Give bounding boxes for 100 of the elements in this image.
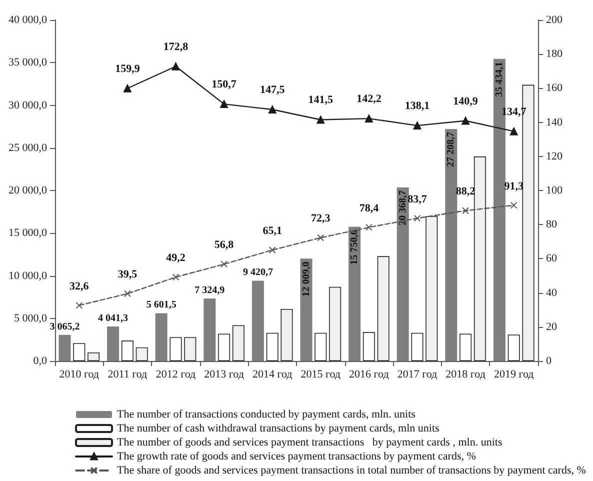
x-tick-label: 2019 год — [494, 368, 534, 380]
bar — [155, 313, 168, 361]
point — [123, 84, 132, 92]
x-tick-label: 2016 год — [349, 368, 390, 380]
x-tick-label: 2010 год — [59, 368, 100, 380]
data-label: 140,9 — [453, 95, 478, 108]
bar — [121, 340, 134, 361]
y-tick-label: 5 000,0 — [14, 312, 48, 324]
point — [172, 274, 180, 281]
point — [316, 116, 325, 124]
legend-label: The number of transactions conducted by payment cards, mln. units — [117, 408, 416, 420]
bar — [348, 226, 361, 361]
bar — [58, 334, 71, 361]
legend-label: The growth rate of goods and services payment transactions by payment cards, % — [117, 450, 476, 462]
point — [76, 302, 83, 309]
bar — [426, 216, 438, 361]
data-label: 147,5 — [260, 84, 286, 96]
y2-tick-label: 180 — [546, 48, 563, 60]
data-label: 56,8 — [214, 239, 234, 252]
data-label: 65,1 — [262, 225, 282, 238]
data-label: 72,3 — [311, 212, 331, 225]
bar — [362, 332, 375, 361]
y2-tick-label: 140 — [546, 116, 563, 128]
bar — [396, 187, 409, 361]
x-tick-label: 2017 год — [397, 368, 438, 380]
y-tick-label: 15 000,0 — [8, 227, 48, 240]
y-tick-label: 0,0 — [33, 355, 48, 367]
legend-label: The number of goods and services payment transactions by payment cards , mln. units — [117, 436, 502, 448]
bar — [280, 309, 293, 361]
point — [462, 116, 470, 125]
bar — [314, 332, 327, 361]
point — [268, 106, 276, 114]
bar — [107, 326, 120, 361]
bar — [252, 280, 264, 361]
data-label: 83,7 — [408, 193, 428, 206]
y2-tick-label: 80 — [546, 218, 558, 231]
x-tick-label: 2018 год — [446, 368, 486, 380]
data-label: 142,2 — [356, 93, 382, 106]
point — [268, 246, 276, 254]
data-label: 32,6 — [70, 280, 90, 292]
data-label: 27 208,7 — [446, 132, 457, 168]
data-label: 49,2 — [166, 252, 186, 264]
y-tick-label: 40 000,0 — [8, 14, 48, 26]
y2-tick-label: 120 — [546, 150, 563, 162]
data-label: 159,9 — [115, 62, 140, 75]
point — [172, 62, 180, 70]
data-label: 172,8 — [163, 40, 189, 53]
point — [220, 260, 228, 268]
point — [413, 122, 422, 130]
data-label: 12 009,0 — [300, 262, 312, 297]
x-tick-label: 2015 год — [300, 368, 341, 380]
legend-label: The share of goods and services payment transactions in total number of transactions by payment cards, % — [117, 464, 586, 476]
bar — [508, 334, 520, 361]
y-tick-label: 20 000,0 — [8, 184, 48, 196]
y2-tick-label: 60 — [546, 252, 558, 265]
x-tick-label: 2014 год — [252, 368, 293, 380]
y2-tick-label: 200 — [546, 14, 563, 26]
data-label: 35 434,1 — [494, 62, 505, 97]
bar — [232, 325, 244, 361]
bar — [411, 332, 424, 361]
y-tick-label: 25 000,0 — [8, 142, 48, 154]
y-tick-label: 10 000,0 — [8, 270, 48, 282]
y2-tick-label: 40 — [546, 286, 558, 299]
data-label: 138,1 — [404, 100, 430, 112]
data-label: 150,7 — [212, 78, 237, 91]
y-tick-label: 30 000,0 — [8, 99, 48, 112]
point — [462, 207, 470, 214]
data-label: 3 065,2 — [50, 321, 80, 332]
point — [510, 127, 518, 136]
point — [510, 202, 518, 209]
y2-tick-label: 0 — [546, 355, 552, 367]
data-label: 7 324,9 — [194, 285, 225, 296]
point — [317, 234, 324, 242]
point — [365, 224, 372, 231]
y-tick-label: 35 000,0 — [8, 56, 48, 69]
point — [364, 114, 373, 123]
bar — [218, 334, 230, 361]
bar — [377, 256, 390, 361]
data-label: 9 420,7 — [242, 267, 273, 278]
bar — [88, 352, 100, 361]
data-label: 4 041,3 — [98, 313, 128, 324]
x-tick-label: 2013 год — [204, 368, 244, 380]
bar — [329, 286, 342, 361]
legend-label: The number of cash withdrawal transactions by payment cards, mln units — [117, 422, 440, 434]
data-label: 141,5 — [308, 94, 334, 106]
data-label: 78,4 — [359, 202, 380, 214]
x-tick-label: 2011 год — [108, 368, 148, 380]
bar — [170, 337, 182, 361]
point — [124, 290, 131, 298]
y2-tick-label: 20 — [546, 320, 558, 333]
y2-tick-label: 100 — [546, 184, 563, 196]
bar — [474, 156, 486, 361]
bar — [445, 129, 458, 361]
y2-tick-label: 160 — [546, 82, 563, 94]
bar — [266, 332, 278, 361]
point — [220, 100, 228, 108]
x-tick-label: 2012 год — [156, 368, 196, 380]
bar — [184, 337, 196, 361]
bar — [136, 347, 148, 361]
data-label: 39,5 — [118, 268, 138, 281]
